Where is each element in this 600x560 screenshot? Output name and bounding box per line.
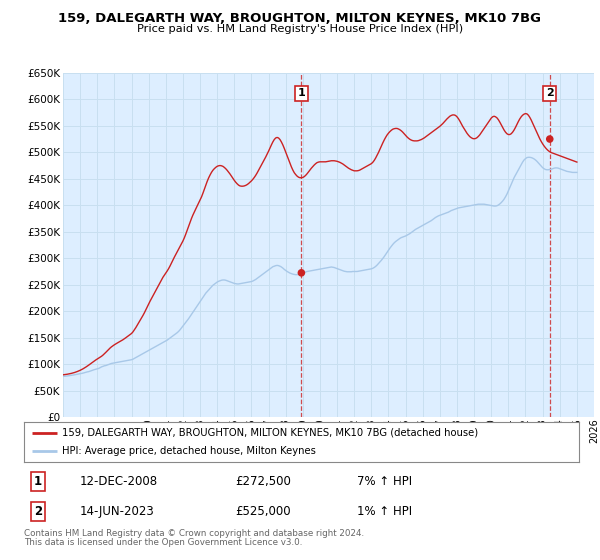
- Text: 14-JUN-2023: 14-JUN-2023: [79, 505, 154, 519]
- Text: 159, DALEGARTH WAY, BROUGHTON, MILTON KEYNES, MK10 7BG: 159, DALEGARTH WAY, BROUGHTON, MILTON KE…: [59, 12, 542, 25]
- Text: HPI: Average price, detached house, Milton Keynes: HPI: Average price, detached house, Milt…: [62, 446, 316, 456]
- Text: 2: 2: [546, 88, 554, 99]
- Text: £272,500: £272,500: [235, 475, 291, 488]
- Text: 1% ↑ HPI: 1% ↑ HPI: [357, 505, 412, 519]
- Text: £525,000: £525,000: [235, 505, 290, 519]
- Text: 7% ↑ HPI: 7% ↑ HPI: [357, 475, 412, 488]
- Text: 2: 2: [34, 505, 42, 519]
- Point: [296, 268, 306, 277]
- Text: 1: 1: [298, 88, 305, 99]
- Text: 12-DEC-2008: 12-DEC-2008: [79, 475, 158, 488]
- Point: [545, 134, 554, 143]
- Text: 1: 1: [34, 475, 42, 488]
- Text: Contains HM Land Registry data © Crown copyright and database right 2024.: Contains HM Land Registry data © Crown c…: [24, 529, 364, 538]
- Text: Price paid vs. HM Land Registry's House Price Index (HPI): Price paid vs. HM Land Registry's House …: [137, 24, 463, 34]
- Text: 159, DALEGARTH WAY, BROUGHTON, MILTON KEYNES, MK10 7BG (detached house): 159, DALEGARTH WAY, BROUGHTON, MILTON KE…: [62, 428, 478, 437]
- Text: This data is licensed under the Open Government Licence v3.0.: This data is licensed under the Open Gov…: [24, 538, 302, 547]
